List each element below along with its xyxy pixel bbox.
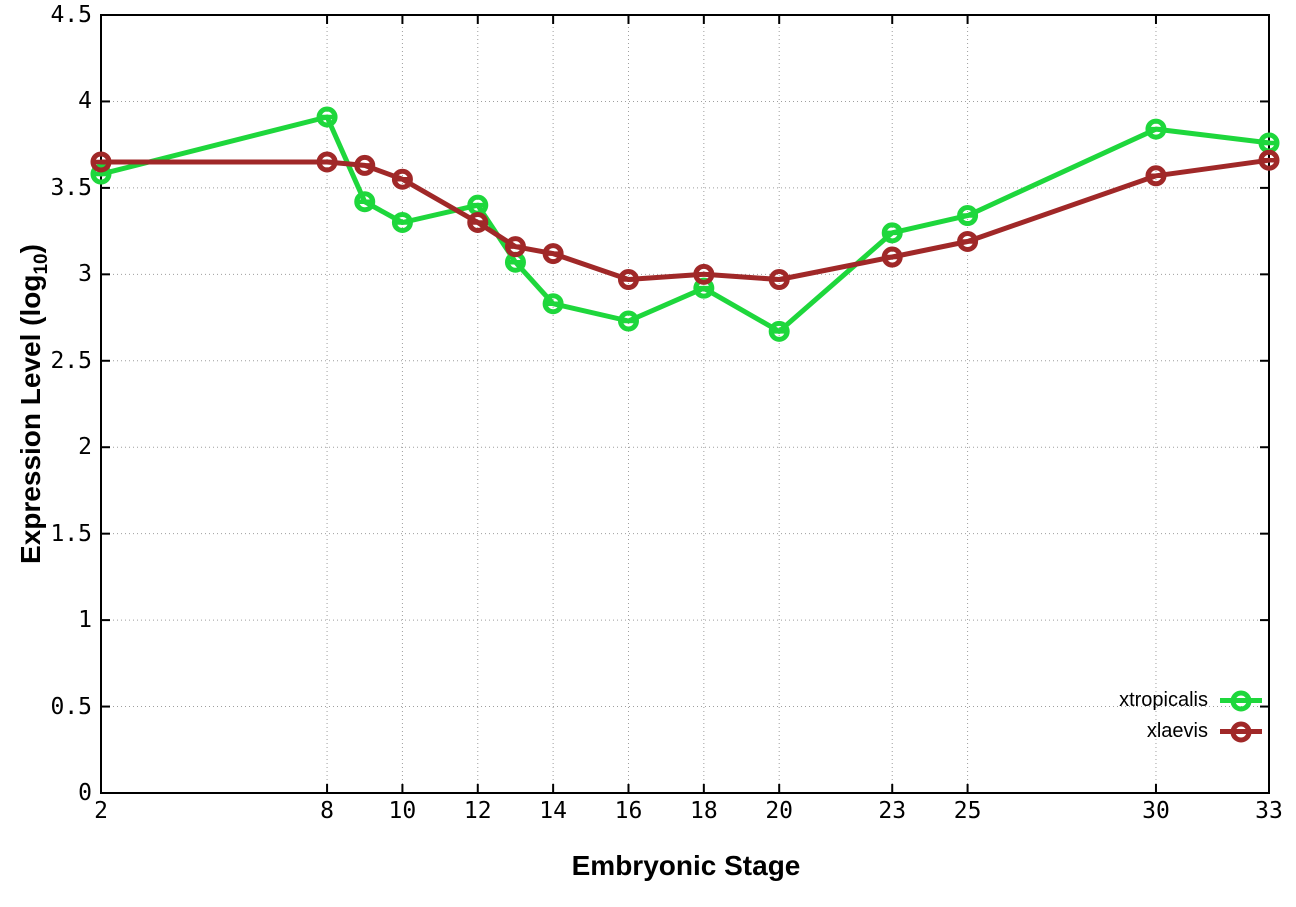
y-axis-title-subscript: 10 [30, 253, 52, 275]
data-point-xlaevis [542, 243, 564, 265]
x-tick-label: 25 [953, 798, 982, 824]
data-point-xtropicalis [881, 222, 903, 244]
legend-label: xlaevis [1146, 720, 1208, 742]
data-point-xtropicalis [90, 163, 112, 185]
data-point-xtropicalis [316, 106, 338, 128]
y-tick-label: 4.5 [50, 2, 92, 28]
legend-marker-icon [1220, 690, 1262, 712]
data-point-xtropicalis [354, 191, 376, 213]
legend-entry-xlaevis: xlaevis [1119, 716, 1262, 747]
y-axis-title-text: Expression Level (log [15, 274, 47, 564]
data-point-xlaevis [881, 246, 903, 268]
legend-circle-marker [1230, 721, 1252, 742]
series-line-xtropicalis [98, 114, 1272, 334]
legend: xtropicalis xlaevis [1119, 685, 1262, 747]
legend-label: xtropicalis [1119, 689, 1208, 711]
x-tick-label: 30 [1142, 798, 1170, 824]
data-point-xlaevis [1258, 149, 1280, 171]
plot-border [100, 14, 1270, 794]
data-point-xlaevis [354, 154, 376, 176]
x-tick-label: 16 [614, 798, 643, 824]
data-point-xlaevis [504, 236, 526, 258]
data-point-xlaevis [391, 168, 413, 190]
data-point-xtropicalis [542, 293, 564, 315]
x-tick-label: 14 [539, 798, 567, 824]
data-point-xlaevis [957, 230, 979, 252]
x-tick-label: 12 [463, 798, 492, 824]
legend-entry-xtropicalis: xtropicalis [1119, 685, 1262, 716]
legend-marker-icon [1220, 721, 1262, 743]
data-point-xtropicalis [617, 310, 639, 332]
x-tick-label: 23 [878, 798, 907, 824]
x-tick-label: 2 [94, 798, 108, 824]
data-point-xlaevis [316, 151, 338, 173]
data-point-xlaevis [1145, 165, 1167, 187]
y-tick-label: 4 [78, 88, 92, 115]
x-tick-label: 10 [388, 798, 417, 824]
y-tick-label: 0 [78, 780, 92, 806]
series-line-xlaevis [98, 157, 1272, 282]
x-tick-label: 33 [1255, 798, 1283, 824]
y-tick-label: 1 [78, 607, 92, 634]
y-axis-title: Expression Level (log10) [15, 244, 53, 564]
data-point-xlaevis [693, 263, 715, 285]
data-point-xtropicalis [768, 320, 790, 342]
x-tick-label: 8 [320, 798, 334, 824]
y-tick-label: 0.5 [50, 693, 92, 720]
y-tick-label: 3.5 [50, 174, 92, 201]
data-point-xlaevis [90, 151, 112, 173]
y-tick-label: 1.5 [50, 520, 92, 547]
data-point-xlaevis [467, 211, 489, 233]
y-tick-label: 2.5 [50, 347, 92, 374]
data-point-xlaevis [617, 269, 639, 291]
y-tick-label: 3 [78, 261, 92, 288]
x-axis-title: Embryonic Stage [571, 850, 801, 881]
data-point-xlaevis [768, 269, 790, 291]
y-axis-title-suffix: ) [15, 244, 47, 254]
legend-circle-marker [1230, 690, 1252, 711]
y-tick-label: 2 [78, 434, 92, 461]
x-tick-label: 18 [689, 798, 718, 824]
data-point-xtropicalis [391, 211, 413, 233]
data-point-xtropicalis [957, 205, 979, 227]
data-point-xtropicalis [1145, 118, 1167, 140]
x-tick-label: 20 [765, 798, 794, 824]
